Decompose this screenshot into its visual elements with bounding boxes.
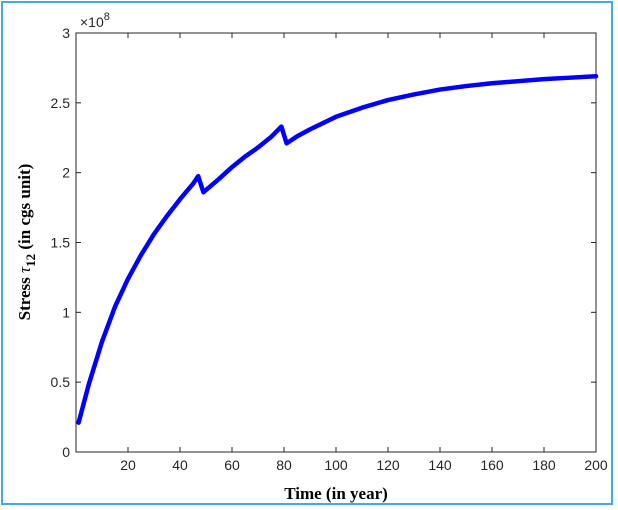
x-axis-title: Time (in year) — [284, 484, 388, 503]
y-tick-label: 1 — [62, 304, 70, 320]
x-tick-label: 40 — [172, 457, 188, 473]
x-tick-label: 100 — [324, 457, 348, 473]
y-exponent-label: ×108 — [80, 11, 110, 30]
y-tick-label: 0 — [62, 444, 70, 460]
y-axis-title: Stress τ12 (in cgs unit) — [15, 164, 38, 321]
stress-series-line — [76, 74, 599, 425]
x-tick-label: 140 — [428, 457, 452, 473]
y-tick-label: 1.5 — [51, 235, 71, 251]
x-tick-label: 160 — [480, 457, 504, 473]
y-tick-label: 0.5 — [51, 374, 71, 390]
x-tick-label: 60 — [224, 457, 240, 473]
figure-frame — [1, 1, 613, 505]
x-tick-label: 200 — [584, 457, 608, 473]
y-tick-label: 3 — [62, 25, 70, 41]
y-tick-label: 2.5 — [51, 95, 71, 111]
plot-area — [75, 32, 597, 453]
x-tick-label: 20 — [120, 457, 136, 473]
x-tick-label: 120 — [376, 457, 400, 473]
y-tick-label: 2 — [62, 165, 70, 181]
x-tick-label: 80 — [276, 457, 292, 473]
x-tick-label: 180 — [532, 457, 556, 473]
